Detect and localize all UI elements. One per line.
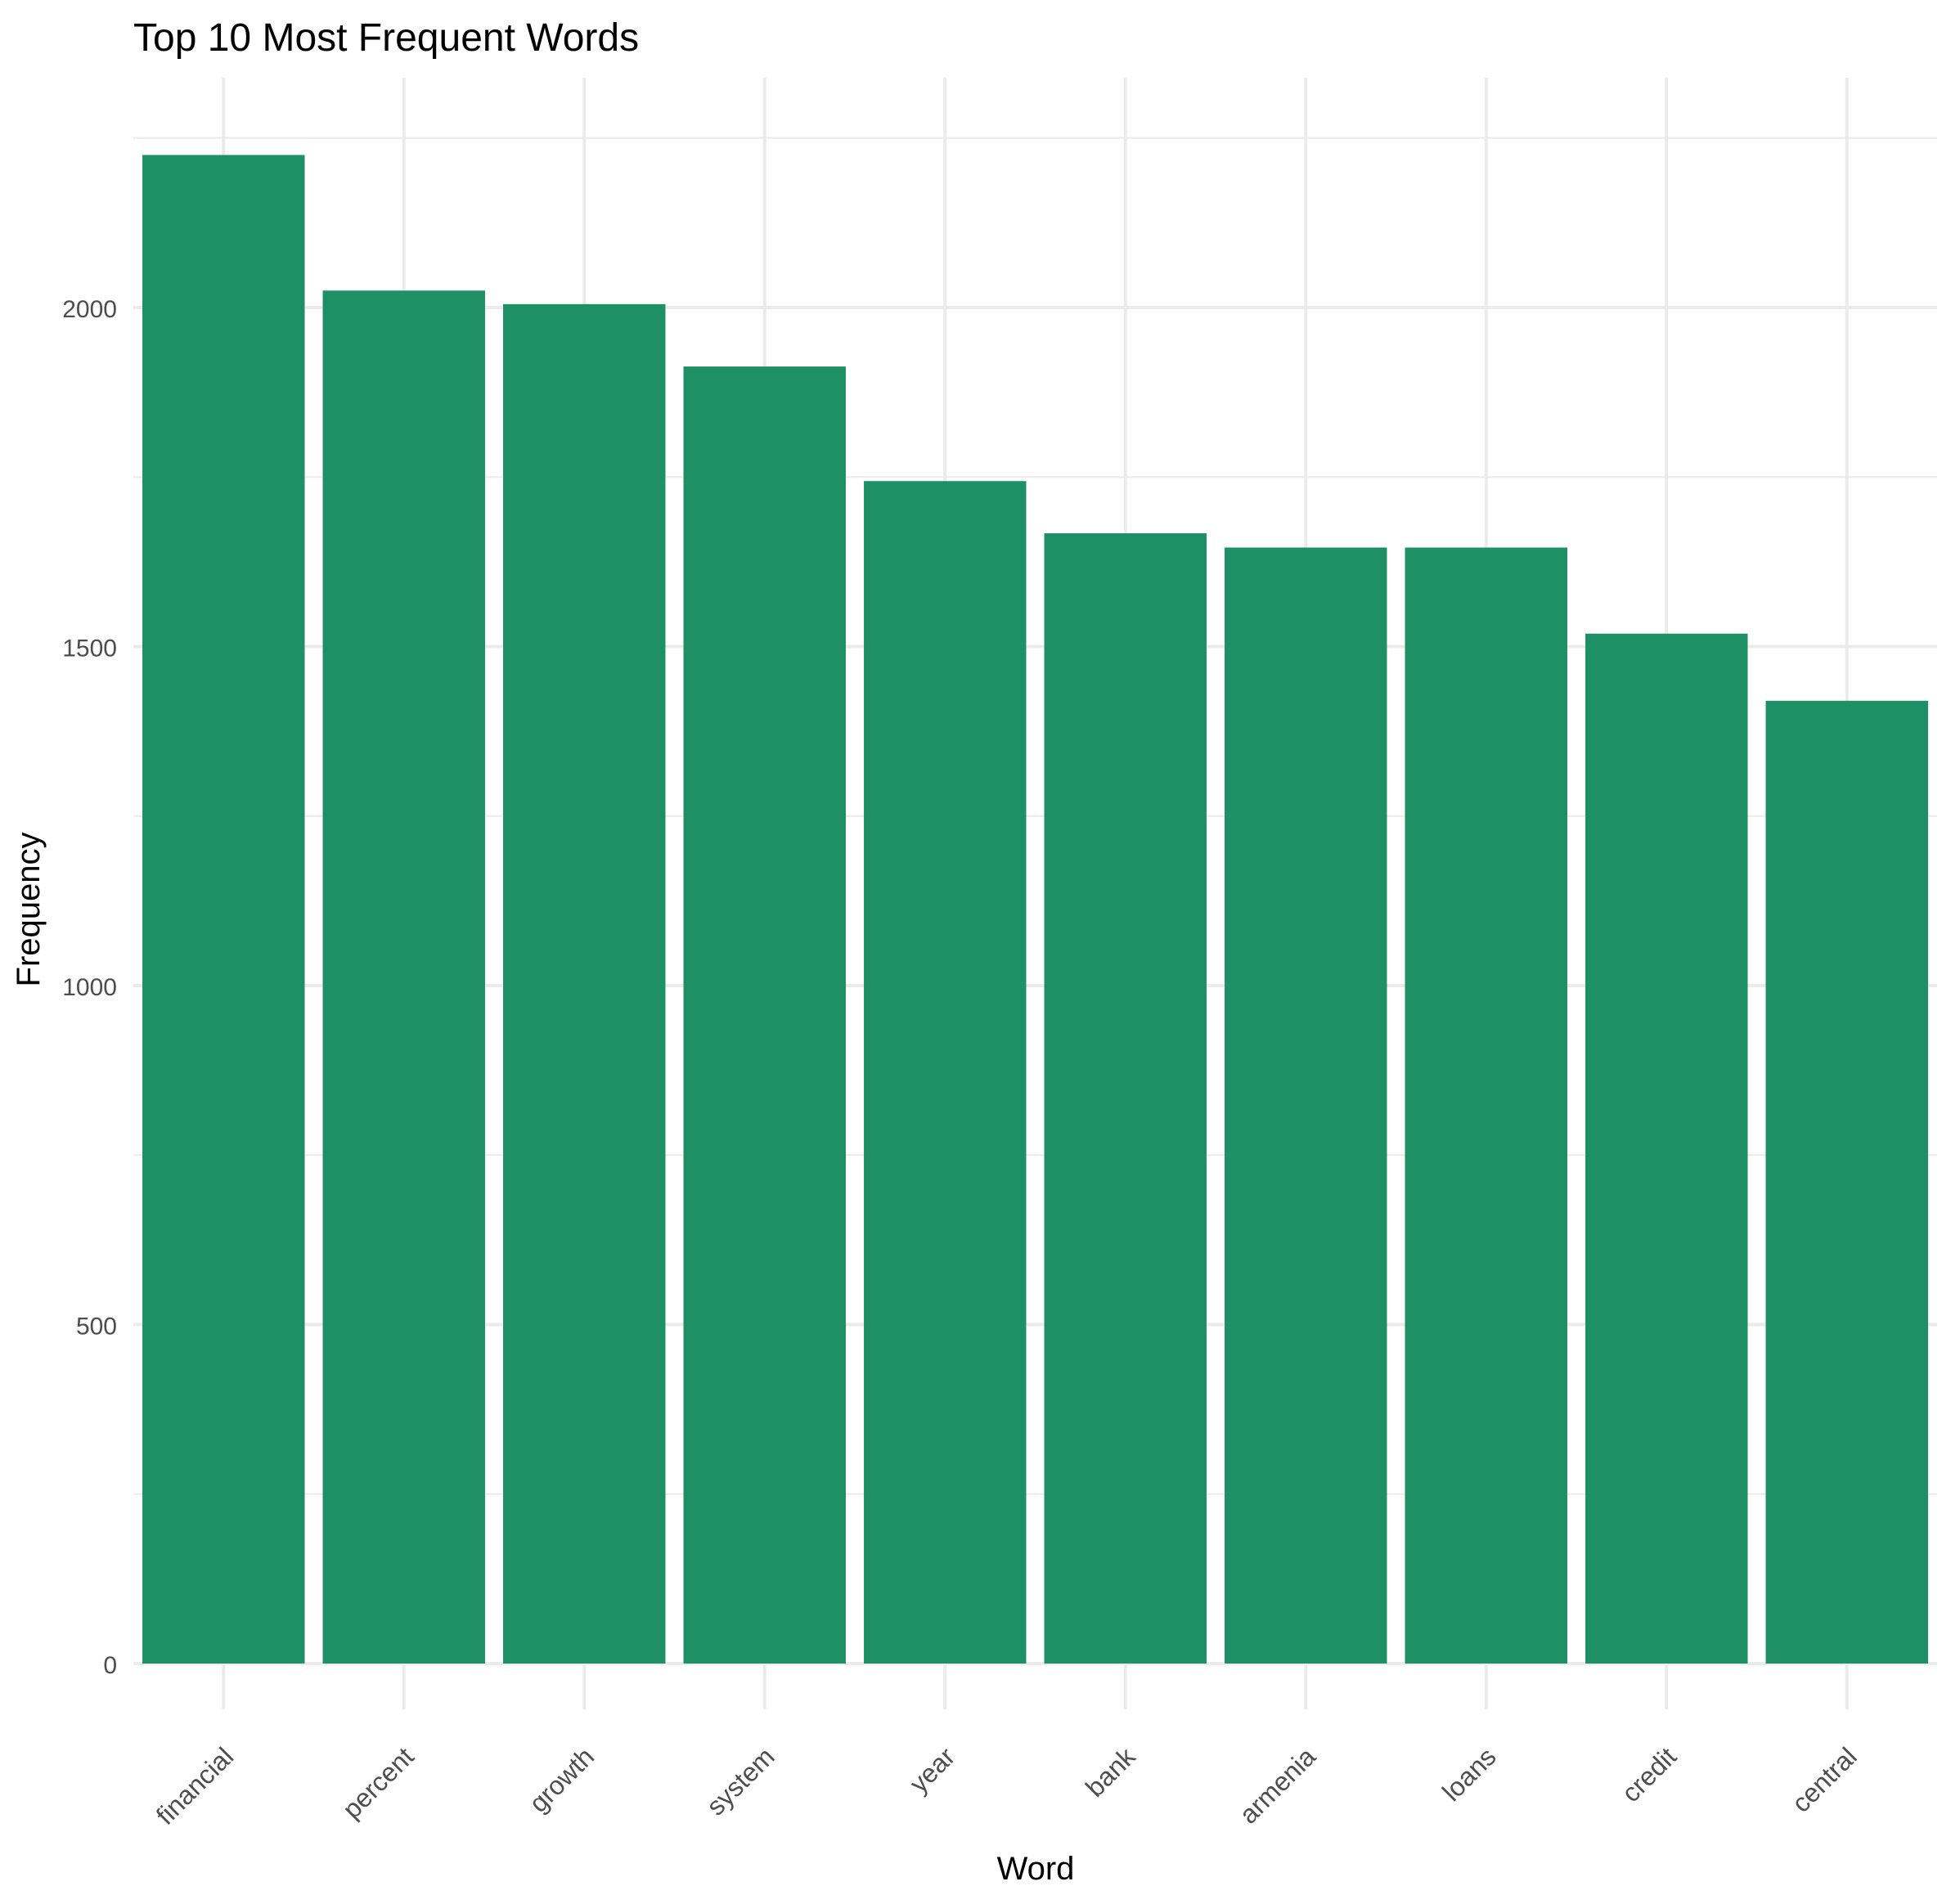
- chart-title: Top 10 Most Frequent Words: [133, 16, 639, 60]
- y-tick-label: 0: [103, 1652, 117, 1679]
- x-tick-label: percent: [337, 1741, 420, 1824]
- y-tick-label: 2000: [62, 296, 117, 323]
- x-tick-label: bank: [1080, 1741, 1141, 1803]
- x-tick-label: year: [904, 1741, 961, 1798]
- bar-central: [1765, 700, 1928, 1664]
- x-tick-label: armenia: [1234, 1741, 1321, 1829]
- bar-growth: [503, 303, 666, 1664]
- bar-year: [864, 481, 1027, 1664]
- x-axis-ticks: financial percent growth system year bank arme…: [151, 1741, 1863, 1830]
- bar-layer: [142, 155, 1928, 1664]
- y-axis-title: Frequency: [11, 833, 47, 987]
- x-tick-label: credit: [1616, 1741, 1682, 1807]
- bar-bank: [1044, 533, 1207, 1664]
- bar-percent: [322, 290, 485, 1664]
- y-tick-label: 1000: [62, 974, 117, 1001]
- x-tick-label: central: [1786, 1741, 1862, 1817]
- x-axis-title: Word: [997, 1851, 1075, 1887]
- x-tick-label: loans: [1436, 1741, 1502, 1807]
- y-tick-label: 500: [76, 1313, 117, 1340]
- y-tick-label: 1500: [62, 635, 117, 662]
- x-tick-label: financial: [151, 1741, 239, 1830]
- bar-armenia: [1225, 547, 1387, 1664]
- x-tick-label: system: [701, 1741, 780, 1821]
- bar-credit: [1585, 633, 1748, 1664]
- x-tick-label: growth: [524, 1741, 600, 1817]
- y-axis-ticks: 0 500 1000 1500 2000: [62, 296, 117, 1679]
- bar-financial: [142, 155, 305, 1664]
- bar-system: [683, 366, 846, 1664]
- bar-loans: [1405, 547, 1567, 1664]
